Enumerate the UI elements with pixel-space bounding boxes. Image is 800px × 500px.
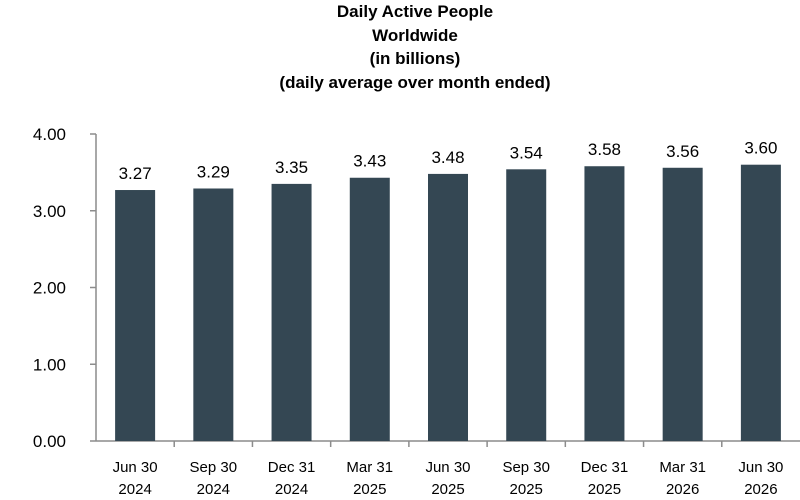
x-tick-label: 2025 [588, 481, 621, 498]
chart-title-line: (in billions) [369, 49, 461, 68]
x-tick-label: 2024 [118, 481, 151, 498]
y-tick-label: 1.00 [33, 355, 66, 374]
data-label: 3.29 [197, 162, 230, 181]
bar [349, 177, 390, 441]
x-tick-label: Jun 30 [113, 459, 158, 476]
x-tick-label: 2025 [353, 481, 386, 498]
x-tick-label: Jun 30 [425, 459, 470, 476]
x-tick-label: Dec 31 [268, 459, 316, 476]
x-tick-label: 2024 [275, 481, 308, 498]
data-label: 3.54 [510, 143, 543, 162]
data-label: 3.56 [666, 142, 699, 161]
data-label: 3.43 [353, 152, 386, 171]
x-tick-label: Sep 30 [502, 459, 550, 476]
bar [193, 188, 234, 441]
data-label: 3.35 [275, 158, 308, 177]
x-tick-label: 2026 [744, 481, 777, 498]
chart-title-line: Worldwide [372, 25, 458, 45]
y-tick-label: 2.00 [33, 279, 66, 298]
x-tick-label: 2024 [197, 481, 230, 498]
bar [740, 164, 781, 441]
x-tick-label: Mar 31 [346, 459, 393, 476]
bar [506, 169, 547, 441]
x-tick-label: 2025 [510, 481, 543, 498]
data-label: 3.58 [588, 140, 621, 159]
bar [271, 183, 312, 441]
bar [662, 167, 703, 441]
y-tick-label: 0.00 [33, 432, 66, 451]
data-label: 3.48 [431, 148, 464, 167]
data-label: 3.27 [119, 164, 152, 183]
x-tick-label: Dec 31 [581, 459, 629, 476]
bar [115, 190, 156, 441]
x-tick-label: Mar 31 [659, 459, 706, 476]
bar [584, 166, 625, 442]
x-tick-label: Jun 30 [738, 459, 783, 476]
chart-title-line: (daily average over month ended) [279, 72, 551, 92]
y-tick-label: 4.00 [33, 125, 66, 144]
y-tick-label: 3.00 [33, 202, 66, 221]
chart-title: Daily Active People Worldwide (in billio… [0, 0, 800, 94]
data-label: 3.60 [744, 139, 777, 158]
x-tick-label: 2025 [431, 481, 464, 498]
bar [428, 173, 468, 441]
x-tick-label: 2026 [666, 481, 699, 498]
chart-title-line: Daily Active People [336, 2, 494, 21]
x-tick-label: Sep 30 [190, 459, 238, 476]
